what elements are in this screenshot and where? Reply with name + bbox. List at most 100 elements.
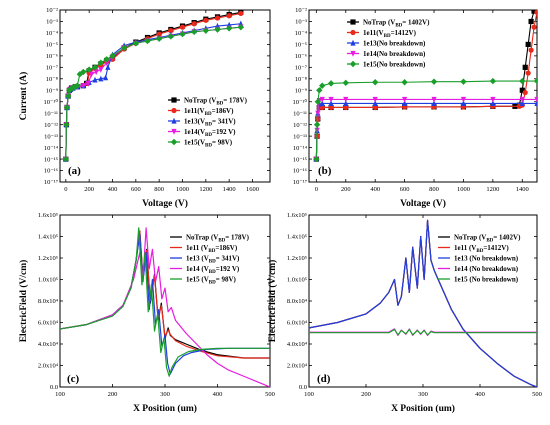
data-point — [327, 80, 335, 87]
data-point — [401, 79, 408, 86]
y-tick-label: 10⁻² — [46, 7, 58, 14]
data-point — [155, 35, 163, 42]
legend-label-sub: BD — [216, 102, 223, 107]
x-tick-label: 0 — [64, 186, 67, 193]
y-tick-label: 10⁻¹⁴ — [44, 145, 59, 152]
x-tick-label: 200 — [108, 391, 118, 398]
data-point — [522, 64, 528, 70]
legend-label-end: =186V) — [212, 107, 235, 115]
data-point — [85, 80, 91, 87]
legend-label: 1e14 (No breakdown) — [454, 265, 519, 273]
series-group — [313, 10, 537, 163]
legend: NoTrap (VBD= 1402V)1e11 (VBD=1412V)1e13 … — [438, 234, 521, 284]
data-point — [105, 64, 111, 70]
data-point — [214, 15, 221, 21]
x-tick-label: 400 — [370, 186, 380, 193]
data-point — [93, 69, 99, 76]
legend-marker — [350, 50, 356, 57]
data-point — [88, 71, 95, 78]
data-point — [109, 52, 116, 60]
legend-label: 1e15(No breakdown) — [363, 61, 426, 69]
data-point — [104, 60, 110, 66]
data-point — [343, 100, 349, 107]
data-point — [490, 96, 496, 103]
y-tick-label: 10⁻⁷ — [295, 65, 307, 72]
legend-label: 1e11 (VBD=186V) — [186, 244, 238, 254]
x-axis-title: Voltage (V) — [142, 198, 188, 209]
data-point — [342, 79, 349, 87]
legend-label: 1e14(No breakdown) — [363, 50, 426, 58]
legend-label-end: = 341V) — [216, 255, 240, 263]
x-tick-label: 800 — [154, 186, 164, 193]
y-tick-label: 10⁻¹⁷ — [44, 179, 58, 186]
data-point — [91, 64, 99, 71]
legend-label-main: 1e11 (V — [454, 244, 476, 252]
x-tick-label: 400 — [475, 391, 485, 398]
y-axis-title: ElectricField (V/cm) — [267, 260, 278, 343]
y-tick-label: 10⁻¹² — [293, 122, 307, 129]
y-tick-label: 1.4x10⁵ — [38, 234, 58, 241]
legend-label-main: 1e14 (No breakdown) — [454, 265, 519, 273]
data-point — [144, 37, 151, 45]
data-point — [120, 44, 128, 52]
series-line-0 — [315, 10, 535, 160]
data-point — [69, 84, 77, 92]
data-point — [67, 85, 74, 93]
legend-label-main: 1e13(No breakdown) — [363, 40, 426, 48]
data-point — [528, 18, 534, 25]
data-point — [214, 26, 221, 33]
data-point — [156, 31, 162, 37]
data-point — [519, 87, 525, 93]
y-tick-label: 0.0 — [50, 384, 58, 391]
x-tick-label: 1200 — [199, 186, 212, 193]
legend-label-sub: BD — [205, 123, 212, 128]
panel-1: 0 200 400 600 800 1000 1200 1400 10⁻¹⁷ 10⁻¹⁶ 10⁻¹⁵… — [293, 7, 538, 209]
y-tick-label: 10⁻⁴ — [295, 30, 308, 37]
data-point — [62, 155, 70, 163]
legend-label: 1e13 (VBD= 341V) — [186, 255, 240, 265]
data-point — [534, 10, 537, 15]
y-tick-label: 10⁻⁹ — [295, 87, 308, 94]
y-tick-label: 10⁻⁶ — [46, 53, 58, 60]
series-line-3 — [60, 227, 270, 387]
series-line-4 — [315, 80, 537, 160]
legend-label-main: 1e13 (No breakdown) — [454, 255, 519, 263]
x-axis-title: Voltage (V) — [400, 198, 446, 209]
data-point — [528, 47, 534, 53]
data-point — [372, 100, 378, 107]
legend-label-sub: BD — [209, 270, 216, 275]
legend-label-end: =192 V) — [212, 128, 236, 136]
series-line-3 — [315, 98, 537, 160]
data-point — [168, 28, 174, 34]
legend-marker — [171, 117, 177, 124]
series-group — [309, 219, 537, 387]
data-point — [534, 96, 537, 103]
plot-frame — [308, 9, 538, 183]
y-tick-label: 10⁻⁹ — [46, 87, 59, 94]
panel-label: (b) — [318, 165, 332, 177]
y-tick-label: 10⁻¹⁷ — [293, 179, 307, 186]
series-line-0 — [65, 11, 241, 160]
x-tick-label: 500 — [265, 391, 275, 398]
data-point — [319, 100, 325, 107]
legend-label-sub: BD — [395, 24, 402, 29]
series-line-4 — [60, 227, 270, 377]
series-line-2 — [315, 102, 537, 160]
y-tick-label: 10⁻¹² — [44, 122, 58, 129]
y-tick-label: 10⁻¹¹ — [293, 110, 307, 117]
data-point — [533, 77, 537, 85]
series-group — [60, 227, 270, 387]
data-point — [80, 83, 86, 89]
legend-marker — [171, 107, 177, 114]
y-tick-label: 10⁻¹⁶ — [44, 168, 58, 175]
x-tick-label: 400 — [213, 391, 223, 398]
data-point — [225, 25, 233, 32]
data-point — [191, 21, 197, 27]
data-point — [525, 41, 531, 47]
data-point — [525, 70, 531, 76]
data-point — [490, 100, 496, 107]
legend: NoTrap (VBD= 1402V)1e11(VBD=1412V)1e13(N… — [347, 19, 430, 69]
x-tick-label: 200 — [341, 186, 351, 193]
legend-marker — [349, 60, 357, 68]
